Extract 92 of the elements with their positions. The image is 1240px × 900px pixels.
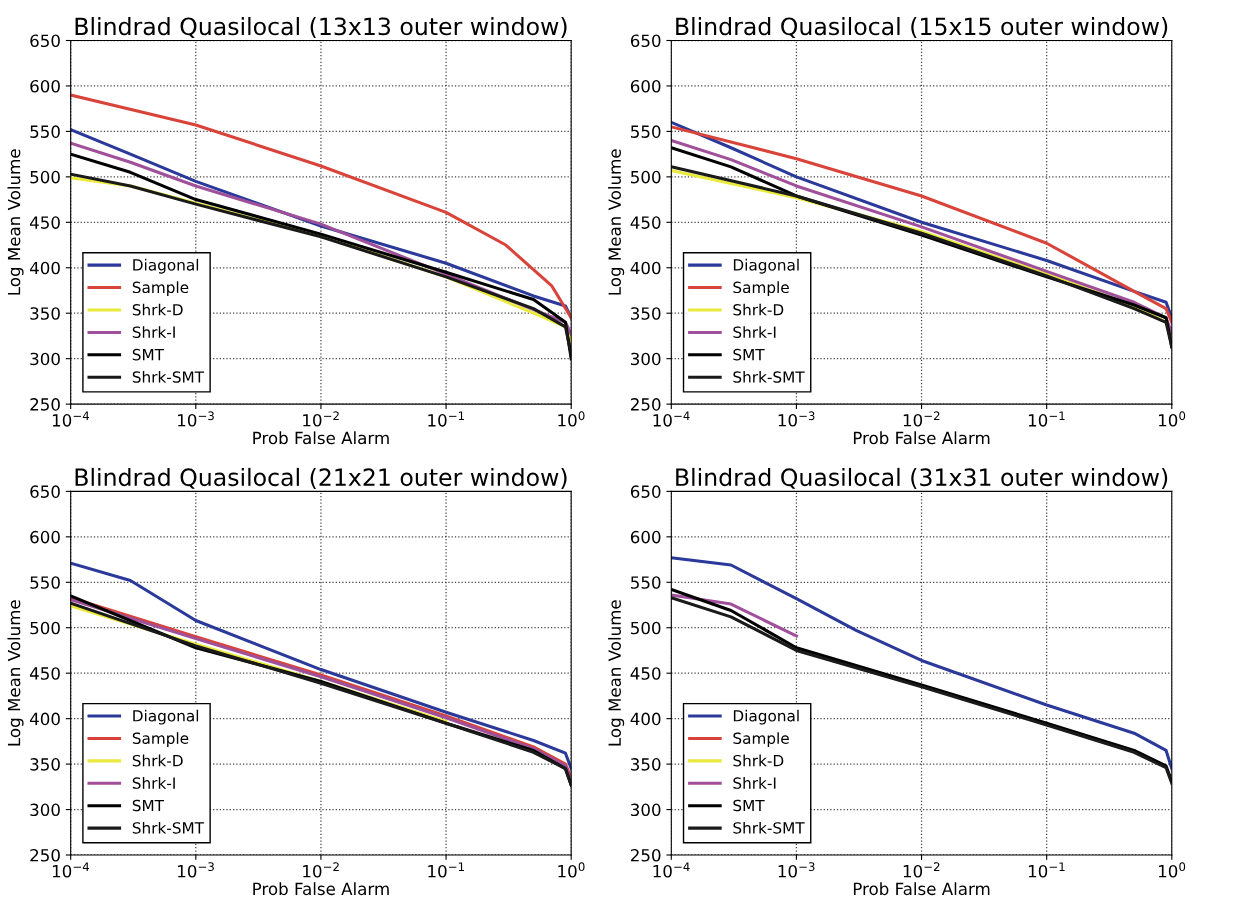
y-tick-label: 250 xyxy=(630,398,661,411)
x-tick-label: 10$^{−1}$ xyxy=(428,411,464,427)
x-axis-title: Prob False Alarm xyxy=(853,431,990,445)
x-tick-label: 10$^{−2}$ xyxy=(903,862,940,878)
legend-label: Shrk-I xyxy=(132,326,175,338)
legend-label: SMT xyxy=(132,348,165,361)
legend-label: SMT xyxy=(733,799,765,812)
x-tick-label: 10$^{−4}$ xyxy=(52,862,90,878)
legend-label: Shrk-D xyxy=(733,754,784,767)
y-tick-label: 600 xyxy=(630,530,661,544)
y-axis-title: Log Mean Volume xyxy=(7,149,24,295)
legend-label: Shrk-I xyxy=(733,326,776,338)
chart-title: Blindrad Quasilocal (21x21 outer window) xyxy=(75,467,567,489)
x-tick-label: 10$^{−3}$ xyxy=(778,862,815,878)
y-tick-label: 450 xyxy=(630,667,661,680)
y-tick-label: 600 xyxy=(30,530,60,544)
x-tick-label: 10$^{−2}$ xyxy=(303,862,339,878)
y-tick-label: 250 xyxy=(30,848,60,862)
x-tick-label: 10$^{0}$ xyxy=(558,411,585,427)
x-tick-label: 10$^{−2}$ xyxy=(303,411,339,427)
y-axis-title: Log Mean Volume xyxy=(608,600,625,746)
y-tick-label: 300 xyxy=(631,803,661,817)
y-tick-label: 350 xyxy=(30,758,60,771)
y-tick-label: 350 xyxy=(631,758,661,771)
x-tick-label: 10$^{0}$ xyxy=(1158,411,1186,427)
legend-label: Sample xyxy=(132,281,189,297)
x-axis-title: Prob False Alarm xyxy=(853,882,990,896)
legend-label: Shrk-D xyxy=(132,754,183,767)
x-tick-label: 10$^{−1}$ xyxy=(1028,411,1065,427)
y-tick-label: 650 xyxy=(630,485,661,498)
y-tick-label: 650 xyxy=(30,34,60,48)
y-tick-label: 500 xyxy=(631,170,661,184)
y-tick-label: 400 xyxy=(630,712,661,726)
y-tick-label: 600 xyxy=(630,79,661,93)
legend-label: Shrk-I xyxy=(132,777,175,789)
chart-title: Blindrad Quasilocal (15x15 outer window) xyxy=(676,17,1168,39)
x-axis-title: Prob False Alarm xyxy=(253,431,389,445)
y-tick-label: 500 xyxy=(30,170,60,184)
legend-label: Diagonal xyxy=(733,709,799,725)
y-tick-label: 350 xyxy=(30,307,60,320)
y-tick-label: 400 xyxy=(29,261,60,275)
y-tick-label: 300 xyxy=(631,352,661,366)
legend-label: SMT xyxy=(733,348,765,361)
y-tick-label: 650 xyxy=(630,34,661,48)
y-axis-title: Log Mean Volume xyxy=(7,600,24,746)
y-tick-label: 500 xyxy=(631,621,661,635)
y-tick-label: 300 xyxy=(30,803,60,817)
legend-label: Shrk-D xyxy=(733,303,784,316)
y-tick-label: 650 xyxy=(30,485,60,498)
y-tick-label: 450 xyxy=(29,216,60,229)
x-tick-label: 10$^{−2}$ xyxy=(903,411,940,427)
y-tick-label: 550 xyxy=(631,125,661,138)
x-tick-label: 10$^{−1}$ xyxy=(1028,862,1065,878)
x-tick-label: 10$^{−3}$ xyxy=(178,411,214,427)
legend-label: Shrk-I xyxy=(733,777,776,789)
legend-label: Sample xyxy=(733,732,789,747)
x-tick-label: 10$^{−4}$ xyxy=(653,411,690,427)
y-axis-title: Log Mean Volume xyxy=(608,149,625,295)
legend-label: Shrk-SMT xyxy=(733,821,805,834)
chart-title: Blindrad Quasilocal (13x13 outer window) xyxy=(75,17,567,39)
y-tick-label: 550 xyxy=(30,125,60,138)
legend-label: Sample xyxy=(733,281,789,297)
legend-label: Shrk-SMT xyxy=(733,371,805,383)
y-tick-label: 400 xyxy=(29,712,60,726)
legend-label: Diagonal xyxy=(133,258,199,274)
y-tick-label: 250 xyxy=(30,398,60,411)
y-tick-label: 250 xyxy=(630,848,661,862)
x-tick-label: 10$^{−3}$ xyxy=(178,862,214,878)
x-axis-title: Prob False Alarm xyxy=(253,882,389,896)
x-tick-label: 10$^{−1}$ xyxy=(428,862,464,878)
legend-label: Shrk-SMT xyxy=(132,821,205,834)
legend-label: Diagonal xyxy=(733,258,799,274)
y-tick-label: 500 xyxy=(30,621,60,635)
x-tick-label: 10$^{−4}$ xyxy=(653,862,690,878)
y-tick-label: 450 xyxy=(630,216,661,229)
legend-label: Shrk-D xyxy=(132,303,183,316)
chart-title: Blindrad Quasilocal (31x31 outer window) xyxy=(676,467,1168,489)
x-tick-label: 10$^{−3}$ xyxy=(778,411,815,427)
x-tick-label: 10$^{0}$ xyxy=(558,862,585,878)
y-tick-label: 400 xyxy=(630,261,661,275)
y-tick-label: 550 xyxy=(631,576,661,589)
y-tick-label: 300 xyxy=(30,352,60,366)
legend-label: Shrk-SMT xyxy=(132,371,205,383)
y-tick-label: 550 xyxy=(30,576,60,589)
legend-label: Sample xyxy=(132,732,189,747)
y-tick-label: 600 xyxy=(30,79,60,93)
y-tick-label: 350 xyxy=(631,307,661,320)
x-tick-label: 10$^{−4}$ xyxy=(52,411,90,427)
legend-label: Diagonal xyxy=(133,709,199,725)
legend-label: SMT xyxy=(132,799,165,812)
y-tick-label: 450 xyxy=(29,667,60,680)
x-tick-label: 10$^{0}$ xyxy=(1158,862,1186,878)
